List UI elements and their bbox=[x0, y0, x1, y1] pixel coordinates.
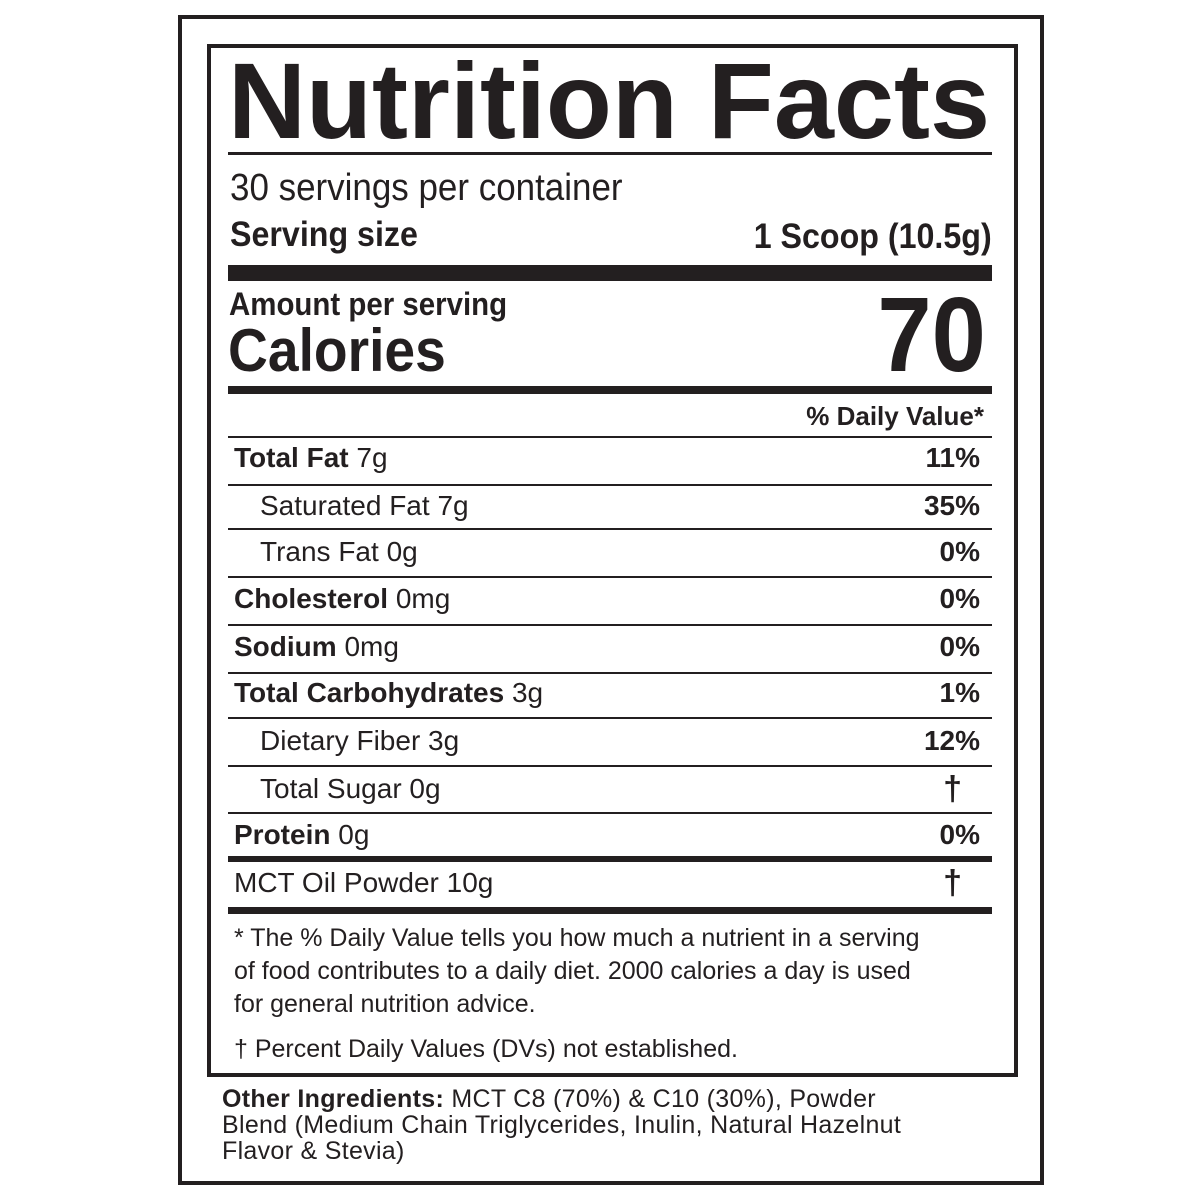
divider-thin bbox=[228, 436, 992, 438]
nutrient-amount: 10g bbox=[446, 867, 494, 898]
nutrient-name: MCT Oil Powder bbox=[234, 867, 439, 898]
nutrient-name: Protein bbox=[234, 819, 331, 850]
ingredients-line: MCT C8 (70%) & C10 (30%), Powder bbox=[444, 1085, 876, 1113]
nutrient-label: Sodium 0mg bbox=[234, 627, 399, 667]
divider-thin bbox=[228, 812, 992, 814]
nutrient-amount: 0mg bbox=[395, 583, 451, 614]
daily-value-percent: 0% bbox=[939, 536, 980, 567]
nutrient-row: Dietary Fiber 3g 12% bbox=[228, 721, 980, 761]
nutrition-facts-panel bbox=[207, 44, 1018, 1077]
nutrient-row: Total Fat 7g 11% bbox=[228, 438, 980, 478]
divider-thick bbox=[228, 907, 992, 914]
divider-medium bbox=[228, 386, 992, 394]
calories-value: 70 bbox=[877, 276, 986, 394]
daily-value-percent: 0% bbox=[939, 583, 980, 614]
nutrient-label: Saturated Fat 7g bbox=[260, 486, 469, 526]
daily-value-percent: † bbox=[943, 770, 962, 808]
nutrient-row: Protein 0g 0% bbox=[228, 815, 980, 855]
nutrient-name: Dietary Fiber bbox=[260, 725, 421, 756]
nutrient-row: Saturated Fat 7g 35% bbox=[228, 486, 980, 526]
nutrient-amount: 0g bbox=[409, 773, 441, 804]
footnote-line: for general nutrition advice. bbox=[234, 990, 536, 1018]
divider-thick bbox=[228, 856, 992, 862]
nutrient-row: Trans Fat 0g 0% bbox=[228, 532, 980, 572]
nutrient-name: Cholesterol bbox=[234, 583, 389, 614]
divider-thin bbox=[228, 528, 992, 530]
nutrient-label: Total Carbohydrates 3g bbox=[234, 673, 543, 713]
nutrient-name: Total Fat bbox=[234, 442, 349, 473]
daily-value-percent: 12% bbox=[923, 725, 980, 756]
nutrient-amount: 0g bbox=[338, 819, 370, 850]
other-ingredients: Other Ingredients: MCT C8 (70%) & C10 (3… bbox=[222, 1086, 901, 1164]
ingredients-label: Other Ingredients: bbox=[222, 1085, 445, 1113]
daily-value-percent: 0% bbox=[939, 819, 980, 850]
nutrient-row: MCT Oil Powder 10g † bbox=[228, 863, 980, 903]
serving-size-value: 1 Scoop (10.5g) bbox=[754, 217, 992, 256]
dagger-note: † Percent Daily Values (DVs) not establi… bbox=[234, 1035, 738, 1063]
nutrient-amount: 7g bbox=[437, 490, 469, 521]
nutrient-amount: 3g bbox=[428, 725, 460, 756]
divider-thin bbox=[228, 672, 992, 674]
serving-size-label: Serving size bbox=[230, 215, 418, 254]
divider-thin bbox=[228, 576, 992, 578]
nutrient-label: MCT Oil Powder 10g bbox=[234, 863, 493, 903]
nutrient-name: Trans Fat bbox=[260, 536, 379, 567]
nutrient-label: Total Sugar 0g bbox=[260, 769, 441, 809]
ingredients-line: Blend (Medium Chain Triglycerides, Inuli… bbox=[222, 1111, 902, 1139]
nutrient-label: Trans Fat 0g bbox=[260, 532, 418, 572]
daily-value-percent: 1% bbox=[939, 677, 980, 708]
nutrient-row: Cholesterol 0mg 0% bbox=[228, 579, 980, 619]
daily-value-percent: 0% bbox=[939, 631, 980, 662]
nutrient-name: Sodium bbox=[234, 631, 337, 662]
daily-value-percent: 11% bbox=[925, 442, 981, 473]
divider-thin bbox=[228, 624, 992, 626]
nutrient-row: Sodium 0mg 0% bbox=[228, 627, 980, 667]
nutrient-row: Total Carbohydrates 3g 1% bbox=[228, 673, 980, 713]
nutrient-amount: 3g bbox=[511, 677, 544, 708]
divider-thin bbox=[228, 152, 992, 155]
nutrient-row: Total Sugar 0g † bbox=[228, 769, 980, 809]
nutrient-amount: 7g bbox=[356, 442, 388, 473]
divider-thick bbox=[228, 265, 992, 281]
nutrient-label: Cholesterol 0mg bbox=[234, 579, 450, 619]
daily-value-header: % Daily Value* bbox=[806, 401, 984, 431]
servings-per-container: 30 servings per container bbox=[230, 167, 623, 209]
nutrient-amount: 0mg bbox=[344, 631, 399, 662]
label-title: Nutrition Facts bbox=[228, 40, 991, 161]
nutrient-name: Total Carbohydrates bbox=[234, 677, 505, 708]
footnote-line: of food contributes to a daily diet. 200… bbox=[234, 957, 911, 985]
nutrient-name: Total Sugar bbox=[260, 773, 402, 804]
nutrient-label: Total Fat 7g bbox=[234, 438, 388, 478]
outer-border bbox=[178, 15, 1044, 1185]
calories-label: Calories bbox=[228, 317, 446, 384]
nutrient-label: Protein 0g bbox=[234, 815, 369, 855]
nutrient-name: Saturated Fat bbox=[260, 490, 430, 521]
ingredients-line: Flavor & Stevia) bbox=[222, 1137, 405, 1165]
divider-thin bbox=[228, 717, 992, 719]
footnote-line: * The % Daily Value tells you how much a… bbox=[234, 924, 920, 952]
daily-value-percent: 35% bbox=[923, 490, 980, 521]
divider-thin bbox=[228, 765, 992, 767]
divider-thin bbox=[228, 484, 992, 486]
nutrient-label: Dietary Fiber 3g bbox=[260, 721, 459, 761]
nutrient-amount: 0g bbox=[386, 536, 418, 567]
amount-per-serving: Amount per serving bbox=[229, 286, 508, 322]
daily-value-percent: † bbox=[943, 864, 962, 902]
